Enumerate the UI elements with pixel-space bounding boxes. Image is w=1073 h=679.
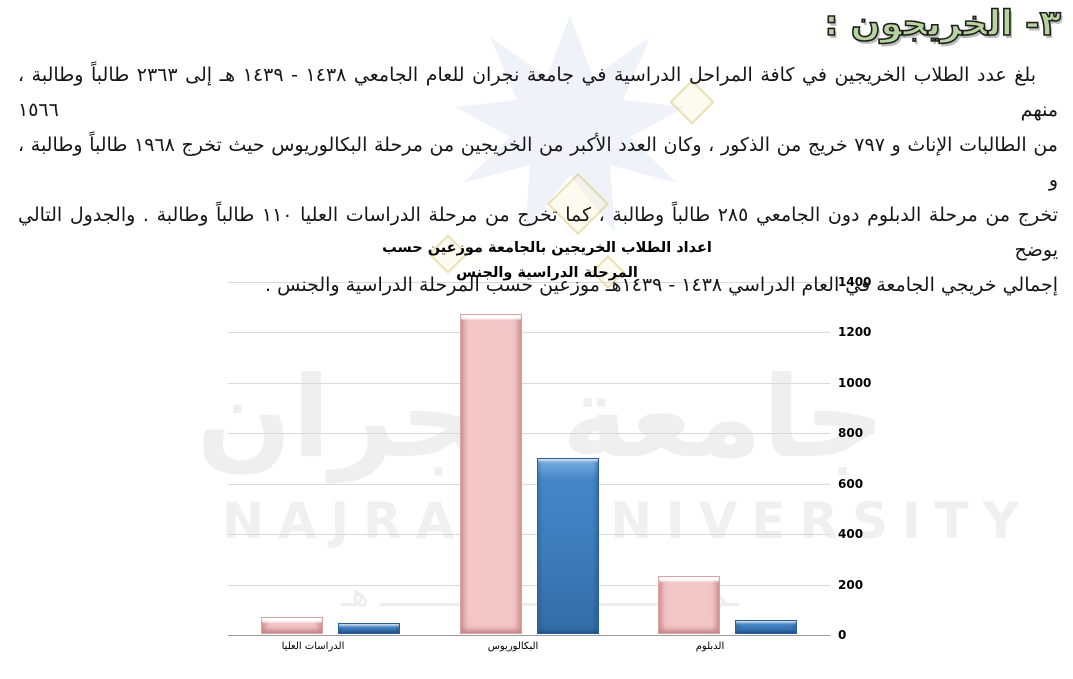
y-axis-tick-label: 1200 <box>838 325 872 340</box>
category-label: الدبلوم <box>695 641 725 652</box>
paragraph-line-1: بلغ عدد الطلاب الخريجين في كافة المراحل … <box>18 64 1058 121</box>
bar-pink <box>658 576 720 634</box>
section-heading: ٣- الخريجون : <box>824 3 1061 45</box>
chart-title-line-1: اعداد الطلاب الخريجين بالجامعة موزعين حس… <box>382 240 712 256</box>
gridline <box>228 282 830 283</box>
gridline <box>228 483 830 485</box>
x-axis-line <box>228 635 830 636</box>
bar-pink <box>261 617 323 634</box>
category-label: البكالوريوس <box>487 641 539 652</box>
paragraph-line-2: من الطالبات الإناث و ٧٩٧ خريج من الذكور … <box>18 134 1058 191</box>
gridline <box>228 534 830 536</box>
y-axis-tick-label: 1400 <box>838 275 872 289</box>
gridline <box>228 433 830 435</box>
bar-blue <box>338 622 400 634</box>
y-axis-tick-label: 200 <box>838 577 864 592</box>
bar-pink <box>459 313 522 634</box>
y-axis-tick-label: 1000 <box>838 375 872 390</box>
bar-blue <box>735 620 797 634</box>
gridline <box>228 382 830 384</box>
gridline <box>228 584 830 586</box>
y-axis-tick-label: 0 <box>838 628 847 642</box>
y-axis-tick-label: 400 <box>838 527 864 542</box>
paragraph-line-4: إجمالي خريجي الجامعة في العام الدراسي ١٤… <box>265 274 1058 296</box>
plot-area: 0 200 400 600 800 1000 1200 1400 الدراسات العليا… <box>228 275 871 652</box>
y-axis-tick-label: 600 <box>838 476 864 491</box>
chart-title: اعداد الطلاب الخريجين بالجامعة موزعين حس… <box>300 236 794 286</box>
bar-blue <box>536 458 599 634</box>
gridline <box>228 332 830 334</box>
chart-title-line-2: المرحلة الدراسية والجنس <box>456 265 638 281</box>
y-axis-tick-label: 800 <box>838 426 864 441</box>
category-label: الدراسات العليا <box>281 641 345 652</box>
